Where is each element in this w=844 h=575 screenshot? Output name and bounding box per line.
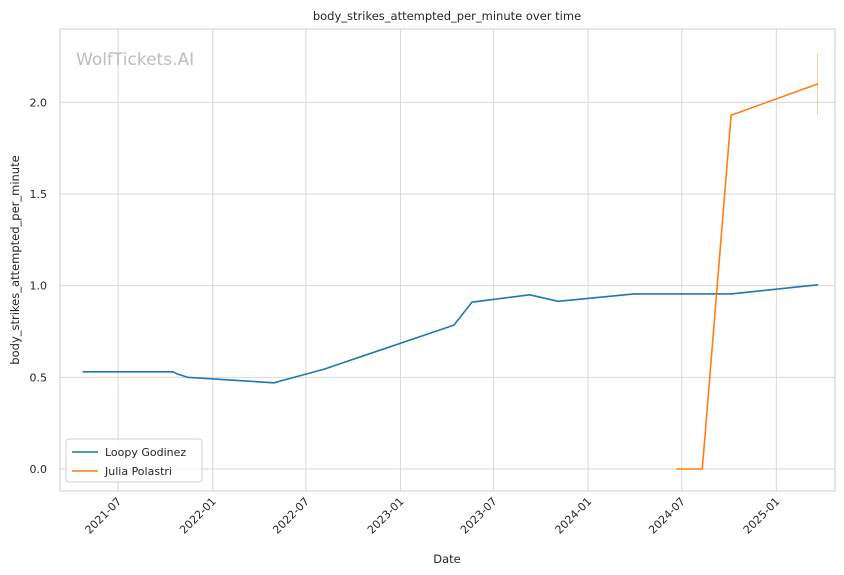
x-tick-labels: 2021-07 2022-01 2022-07 2023-01 2023-07 2024-… — [83, 495, 783, 537]
series-1-point — [676, 468, 678, 470]
legend-label-0: Loopy Godinez — [105, 446, 186, 459]
series-line-0 — [83, 284, 818, 384]
chart-title: body_strikes_attempted_per_minute over t… — [313, 9, 581, 23]
legend: Loopy Godinez Julia Polastri — [65, 438, 203, 483]
series-0-point — [471, 301, 473, 303]
series-0-point — [82, 371, 84, 373]
watermark: WolfTickets.AI — [76, 50, 194, 70]
series-0-point — [679, 293, 682, 295]
series-1-point — [701, 468, 704, 470]
y-tick-label: 1.5 — [30, 188, 48, 201]
plot-frame — [59, 28, 836, 492]
series-layer — [82, 52, 819, 470]
y-tick-label: 0.5 — [30, 371, 48, 384]
x-tick-label: 2022-01 — [177, 495, 219, 537]
series-0-point — [323, 368, 326, 370]
series-0-point — [273, 382, 275, 384]
y-tick-label: 2.0 — [30, 96, 48, 109]
x-tick-label: 2024-07 — [646, 495, 688, 537]
x-tick-label: 2025-01 — [741, 495, 783, 537]
x-tick-label: 2024-01 — [553, 495, 595, 537]
series-0-point — [633, 293, 635, 295]
grid-layer — [60, 29, 835, 491]
series-0-point — [453, 324, 455, 326]
series-0-point — [557, 300, 560, 303]
y-tick-label: 0.0 — [30, 463, 48, 476]
x-tick-label: 2022-07 — [270, 495, 312, 537]
series-line-1 — [677, 83, 818, 470]
series-0-point — [172, 371, 174, 373]
y-tick-labels: 0.0 0.5 1.0 1.5 2.0 — [30, 96, 48, 476]
series-0-point — [175, 372, 178, 375]
y-axis-label: body_strikes_attempted_per_minute — [8, 155, 22, 364]
x-tick-label: 2023-07 — [458, 495, 500, 537]
legend-label-1: Julia Polastri — [104, 465, 172, 478]
series-1-point — [730, 114, 732, 116]
y-tick-label: 1.0 — [30, 280, 48, 293]
series-0-point — [816, 283, 819, 286]
x-axis-label: Date — [433, 552, 461, 566]
x-tick-label: 2021-07 — [83, 495, 125, 537]
legend-box — [65, 438, 203, 483]
series-1-point — [816, 83, 819, 85]
series-0-point — [186, 376, 189, 379]
series-0-point — [730, 293, 732, 295]
x-tick-label: 2023-01 — [365, 495, 407, 537]
series-0-point — [528, 294, 531, 296]
